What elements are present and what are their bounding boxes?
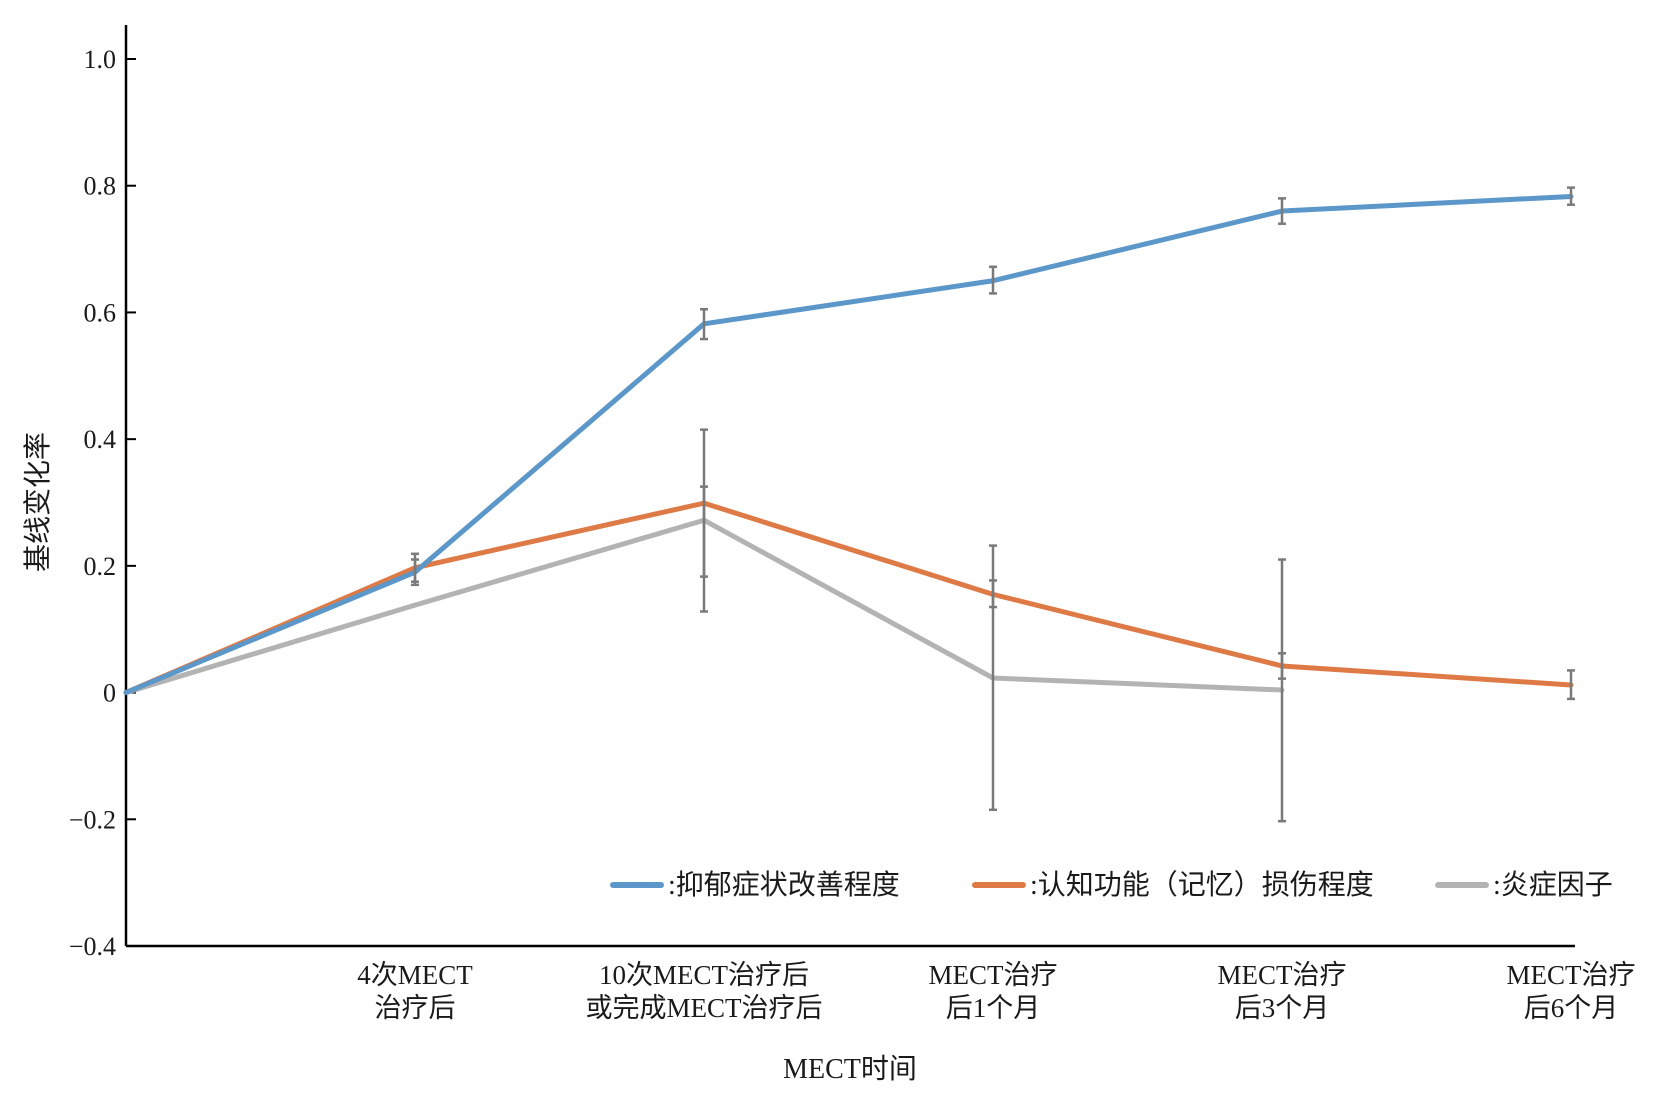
x-tick-label: MECT治疗后3个月 xyxy=(1217,960,1346,1023)
y-axis-title: 基线变化率 xyxy=(22,432,54,572)
series-line-1 xyxy=(123,500,1574,696)
x-tick-label: MECT治疗后6个月 xyxy=(1506,960,1635,1023)
legend: :抑郁症状改善程度 :认知功能（记忆）损伤程度 :炎症因子 xyxy=(610,869,1613,901)
error-bar xyxy=(700,485,708,613)
y-tick-label: 0 xyxy=(103,679,116,708)
error-bars xyxy=(411,186,1575,823)
y-tick-label: 0.6 xyxy=(84,298,117,327)
series-line-0 xyxy=(123,193,1574,696)
error-bar xyxy=(989,265,997,295)
x-tick-label: MECT治疗后1个月 xyxy=(928,960,1057,1023)
legend-label: :认知功能（记忆）损伤程度 xyxy=(1030,869,1374,901)
error-bar xyxy=(1567,186,1575,206)
error-bar xyxy=(1567,669,1575,701)
error-bar xyxy=(1278,197,1286,225)
legend-item: :炎症因子 xyxy=(1435,869,1613,901)
x-tick-label: 4次MECT 治疗后 xyxy=(357,960,473,1023)
error-bar xyxy=(1278,558,1286,823)
axes xyxy=(124,25,1575,948)
y-tick-label: 0.4 xyxy=(84,425,117,454)
error-bar xyxy=(411,552,419,583)
y-tick-label: 1.0 xyxy=(84,45,117,74)
y-tick-label: 0.2 xyxy=(84,552,117,581)
y-tick-label: −0.4 xyxy=(69,932,116,961)
y-tick-label: 0.8 xyxy=(84,172,117,201)
legend-label: :炎症因子 xyxy=(1493,869,1613,901)
legend-item: :抑郁症状改善程度 xyxy=(610,869,900,901)
series-lines xyxy=(123,193,1574,696)
legend-label: :抑郁症状改善程度 xyxy=(668,869,900,901)
x-tick-label: 10次MECT治疗后或完成MECT治疗后 xyxy=(585,960,822,1023)
y-tick-label: −0.2 xyxy=(69,805,116,834)
legend-item: :认知功能（记忆）损伤程度 xyxy=(972,869,1374,901)
error-bar xyxy=(700,308,708,341)
x-axis-category-labels: 4次MECT 治疗后 10次MECT治疗后或完成MECT治疗后 MECT治疗后1个月 M… xyxy=(357,960,1635,1023)
x-axis-title: MECT时间 xyxy=(783,1053,917,1085)
error-bar xyxy=(989,579,997,812)
